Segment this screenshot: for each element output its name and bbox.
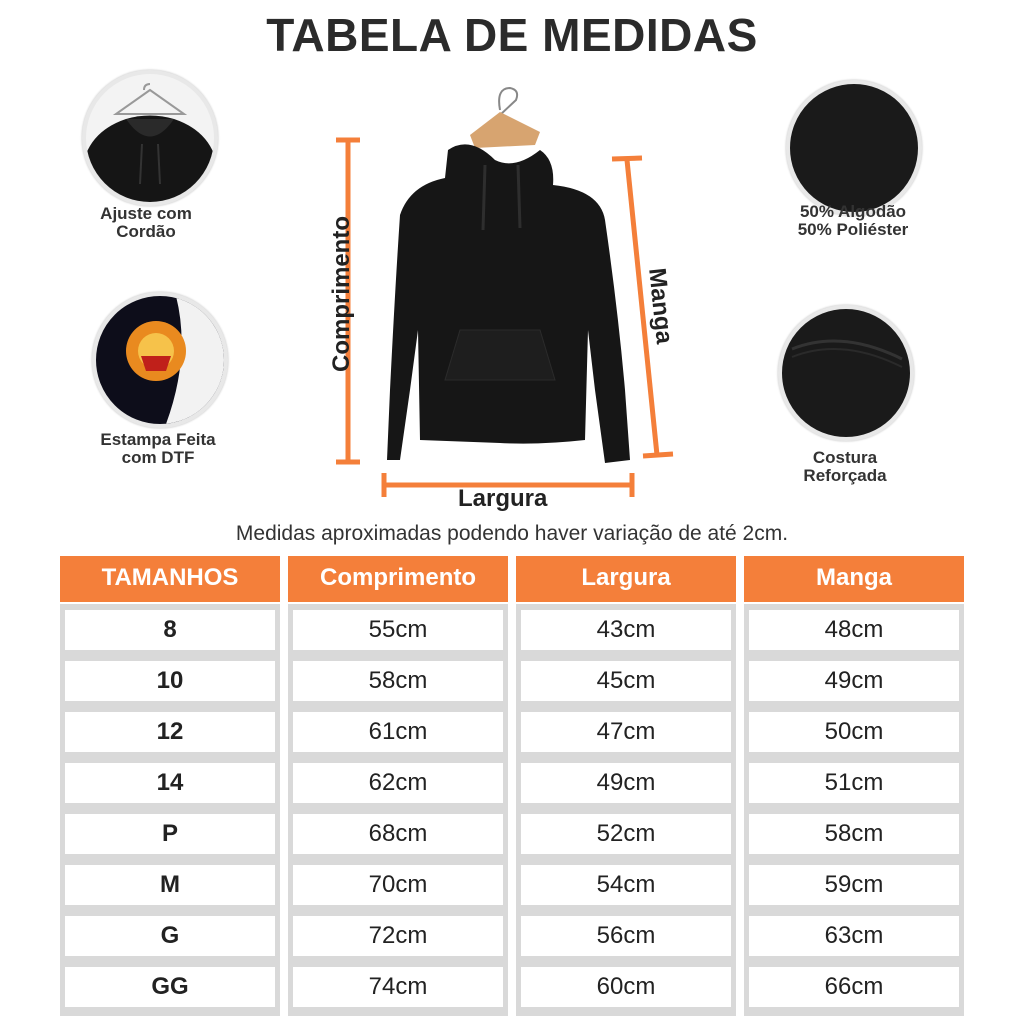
table-cell: 72cm: [293, 916, 503, 956]
width-label: Largura: [458, 485, 548, 512]
table-header-2: Largura: [516, 556, 736, 602]
table-cell: 48cm: [749, 610, 959, 650]
table-cell-size: P: [65, 814, 275, 854]
length-label: Comprimento: [328, 216, 355, 372]
table-cell: 74cm: [293, 967, 503, 1007]
table-cell: 52cm: [521, 814, 731, 854]
table-cell: 58cm: [749, 814, 959, 854]
fabric-texture-icon: [786, 80, 922, 216]
feature-line: Ajuste com: [100, 204, 192, 223]
table-cell: 54cm: [521, 865, 731, 905]
table-cell: 66cm: [749, 967, 959, 1007]
hanger-icon: [470, 86, 540, 148]
table-cell: 56cm: [521, 916, 731, 956]
feature-line: Costura: [812, 448, 878, 467]
table-cell: 68cm: [293, 814, 503, 854]
print-detail-icon: [92, 292, 228, 428]
length-measure-line: [336, 137, 360, 465]
measurement-note: Medidas aproximadas podendo haver variaç…: [235, 522, 789, 545]
table-cell: 49cm: [749, 661, 959, 701]
feature-fabric-label: 50% Algodão 50% Poliéster: [763, 203, 943, 239]
table-cell-size: 12: [65, 712, 275, 752]
table-header-3: Manga: [744, 556, 964, 602]
width-measure-line: [381, 473, 635, 497]
hoodie-diagram: [336, 86, 674, 497]
table-cell-size: 8: [65, 610, 275, 650]
page-title: TABELA DE MEDIDAS: [266, 9, 758, 61]
table-cell: 55cm: [293, 610, 503, 650]
table-cell: 49cm: [521, 763, 731, 803]
table-cell: 50cm: [749, 712, 959, 752]
feature-line: Cordão: [116, 222, 176, 241]
hoodie-hood-drawstring-icon: [82, 70, 218, 206]
table-cell-size: 10: [65, 661, 275, 701]
table-cell: 61cm: [293, 712, 503, 752]
feature-drawstring-label: Ajuste com Cordão: [56, 205, 236, 241]
table-cell-size: G: [65, 916, 275, 956]
table-cell: 63cm: [749, 916, 959, 956]
table-cell: 59cm: [749, 865, 959, 905]
seam-detail-icon: [778, 305, 914, 441]
feature-print-label: Estampa Feita com DTF: [68, 431, 248, 467]
table-cell-size: GG: [65, 967, 275, 1007]
hoodie-icon: [387, 144, 630, 463]
feature-line: 50% Algodão: [799, 202, 907, 221]
table-cell: 60cm: [521, 967, 731, 1007]
table-cell: 58cm: [293, 661, 503, 701]
feature-line: 50% Poliéster: [797, 220, 909, 239]
feature-line: com DTF: [121, 448, 195, 467]
table-cell: 45cm: [521, 661, 731, 701]
table-header-0: TAMANHOS: [60, 556, 280, 602]
feature-line: Reforçada: [803, 466, 887, 485]
table-cell: 62cm: [293, 763, 503, 803]
table-cell: 47cm: [521, 712, 731, 752]
table-cell-size: M: [65, 865, 275, 905]
table-header-1: Comprimento: [288, 556, 508, 602]
feature-line: Estampa Feita: [100, 430, 216, 449]
feature-seam-label: Costura Reforçada: [755, 449, 935, 485]
sleeve-measure-line: [611, 155, 674, 459]
table-cell: 70cm: [293, 865, 503, 905]
table-cell: 51cm: [749, 763, 959, 803]
table-cell-size: 14: [65, 763, 275, 803]
table-cell: 43cm: [521, 610, 731, 650]
